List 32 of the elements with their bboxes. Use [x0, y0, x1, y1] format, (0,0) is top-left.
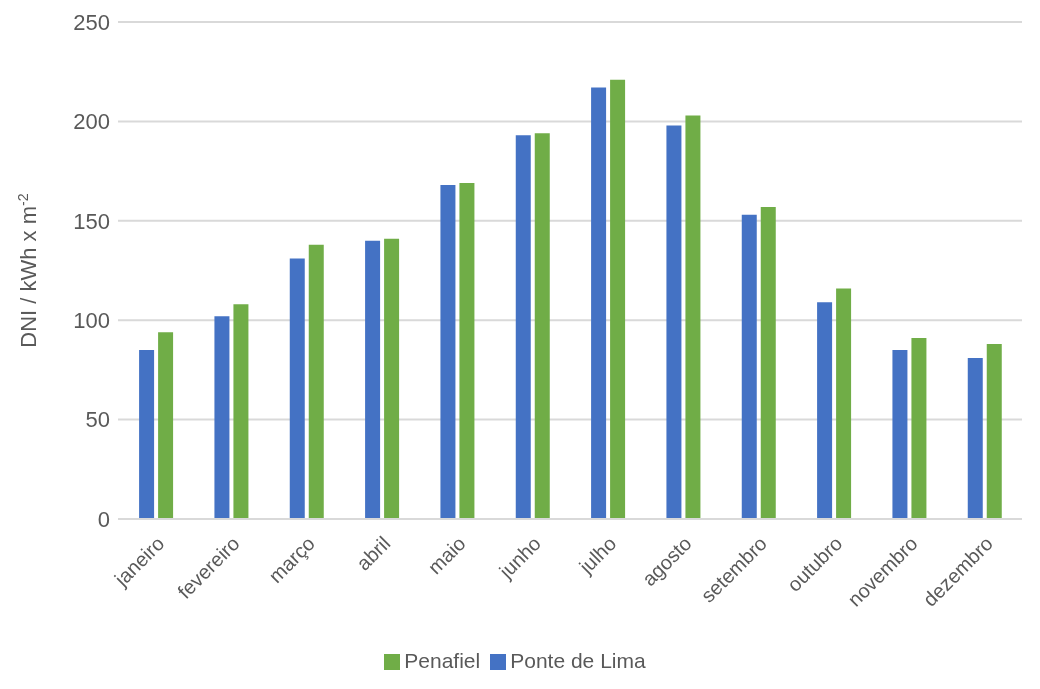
bar — [384, 238, 400, 519]
bar — [817, 302, 833, 519]
bar — [158, 332, 174, 519]
bar — [760, 206, 776, 519]
bar — [139, 350, 155, 519]
bar — [610, 79, 626, 519]
bar — [685, 115, 701, 519]
bar — [986, 344, 1002, 519]
bar — [666, 125, 682, 519]
bar — [591, 87, 607, 519]
bar — [308, 244, 324, 519]
y-tick-label: 100 — [73, 308, 110, 334]
bar — [515, 135, 531, 519]
bar — [741, 214, 757, 519]
legend-label: Penafiel — [404, 649, 481, 672]
bar — [836, 288, 852, 519]
y-tick-label: 250 — [73, 9, 110, 35]
legend-label: Ponte de Lima — [510, 649, 646, 672]
bar — [967, 357, 983, 519]
bar — [534, 133, 550, 519]
bar — [892, 350, 908, 519]
y-tick-label: 0 — [97, 506, 110, 532]
y-tick-label: 150 — [73, 208, 110, 234]
bar — [214, 316, 230, 519]
y-tick-label: 50 — [85, 407, 110, 433]
bar — [365, 240, 381, 519]
bar — [459, 183, 475, 519]
bar — [911, 338, 927, 519]
bar — [289, 258, 305, 519]
bar — [233, 304, 249, 519]
y-tick-label: 200 — [73, 109, 110, 135]
bar — [440, 185, 456, 519]
